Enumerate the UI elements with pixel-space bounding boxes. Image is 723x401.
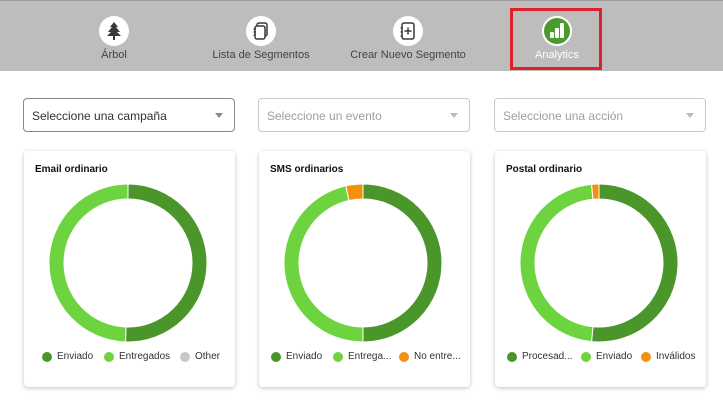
legend-label: No entre... [414,351,461,362]
event-select[interactable]: Seleccione un evento [258,98,470,132]
legend-item[interactable]: Entregados [104,351,170,362]
chart-title: Email ordinario [35,164,108,175]
chart-legend: Enviado Entrega... No entre... [259,351,470,371]
legend-item[interactable]: Inválidos [641,351,695,362]
legend-swatch [271,351,281,362]
chart-title: Postal ordinario [506,164,583,175]
add-page-icon [393,16,423,46]
chevron-down-icon [686,113,694,118]
nav-label: Árbol [101,49,127,61]
legend-item[interactable]: No entre... [399,351,461,362]
donut-segment-enviado[interactable] [362,183,443,343]
top-navigation-bar: Árbol Lista de Segmentos Crear [0,0,723,71]
legend-swatch [333,351,343,362]
legend-label: Entrega... [348,351,392,362]
legend-item[interactable]: Enviado [271,351,322,362]
top-border [0,0,723,1]
nav-item-lista-de-segmentos[interactable]: Lista de Segmentos [207,0,315,71]
legend-label: Other [195,351,221,362]
legend-swatch [42,351,52,362]
legend-item[interactable]: Enviado [42,351,93,362]
action-select[interactable]: Seleccione una acción [494,98,706,132]
legend-label: Inválidos [656,351,696,362]
legend-swatch [507,351,517,362]
legend-swatch [104,351,114,362]
legend-label: Enviado [596,351,633,362]
donut-segment-inv-lidos[interactable] [591,183,600,200]
nav-item-crear-nuevo-segmento[interactable]: Crear Nuevo Segmento [345,0,471,71]
chevron-down-icon [215,113,223,118]
donut-chart [283,183,443,343]
legend-swatch [180,351,190,362]
legend-swatch [641,351,651,362]
legend-item[interactable]: Procesad... [507,351,573,362]
nav-label: Crear Nuevo Segmento [350,49,466,61]
donut-segment-no-entregados[interactable] [345,183,364,202]
legend-item[interactable]: Enviado [581,351,632,362]
nav-item-analytics[interactable]: Analytics [519,0,595,71]
donut-segment-procesados[interactable] [591,183,679,343]
nav-label: Lista de Segmentos [212,49,310,61]
nav-item-arbol[interactable]: Árbol [78,0,150,71]
chart-legend: Enviado Entregados Other [24,351,235,371]
legend-swatch [399,351,409,362]
chart-card-email: Email ordinario Enviado Entregados Other [24,151,235,387]
legend-label: Enviado [286,351,323,362]
donut-chart [519,183,679,343]
donut-chart [48,183,208,343]
stacked-pages-icon [246,16,276,46]
donut-segment-entregados[interactable] [48,183,129,343]
nav-label: Analytics [534,49,580,61]
donut-segment-entregados[interactable] [283,185,364,343]
campaign-select-placeholder: Seleccione una campaña [32,109,167,123]
campaign-select[interactable]: Seleccione una campaña [23,98,235,132]
legend-label: Procesad... [522,351,573,362]
bar-chart-icon [542,16,572,46]
legend-item[interactable]: Entrega... [333,351,391,362]
donut-segment-enviado[interactable] [519,183,594,343]
chart-legend: Procesad... Enviado Inválidos [495,351,706,371]
legend-swatch [581,351,591,362]
tree-icon [99,16,129,46]
chart-card-postal: Postal ordinario Procesad... Enviado Inv… [495,151,706,387]
chevron-down-icon [450,113,458,118]
legend-item[interactable]: Other [180,351,220,362]
event-select-placeholder: Seleccione un evento [267,109,382,123]
legend-label: Enviado [57,351,94,362]
legend-label: Entregados [119,351,171,362]
donut-segment-enviado[interactable] [125,183,208,343]
active-tab-highlight [510,8,602,70]
chart-title: SMS ordinarios [270,164,344,175]
chart-card-sms: SMS ordinarios Enviado Entrega... No ent… [259,151,470,387]
action-select-placeholder: Seleccione una acción [503,109,624,123]
